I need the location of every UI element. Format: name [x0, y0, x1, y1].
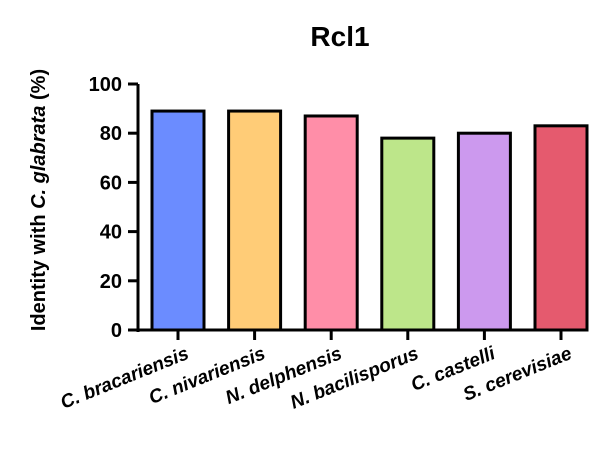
y-axis-label-part-3: (%) [28, 69, 50, 106]
bars [150, 109, 589, 332]
axes: 0 20 40 60 80 100 [89, 74, 578, 342]
bar [227, 109, 283, 332]
y-tick-label: 100 [89, 74, 122, 96]
bar [380, 136, 436, 332]
y-tick-label: 60 [100, 172, 122, 194]
y-axis-label: Identity with C. glabrata (%) [28, 69, 50, 331]
y-tick-label: 40 [100, 222, 122, 244]
y-axis-label-species: C. glabrata [28, 106, 50, 209]
bar [533, 124, 589, 332]
y-tick-label: 0 [111, 320, 122, 342]
y-axis-label-part-1: Identity with [28, 209, 50, 331]
y-tick-label: 20 [100, 271, 122, 293]
chart-title: Rcl1 [310, 21, 369, 52]
bar [150, 109, 206, 332]
bar [303, 114, 359, 332]
bar [456, 131, 512, 332]
x-tick-label: N. bacilisporus [288, 343, 422, 413]
y-tick-label: 80 [100, 123, 122, 145]
